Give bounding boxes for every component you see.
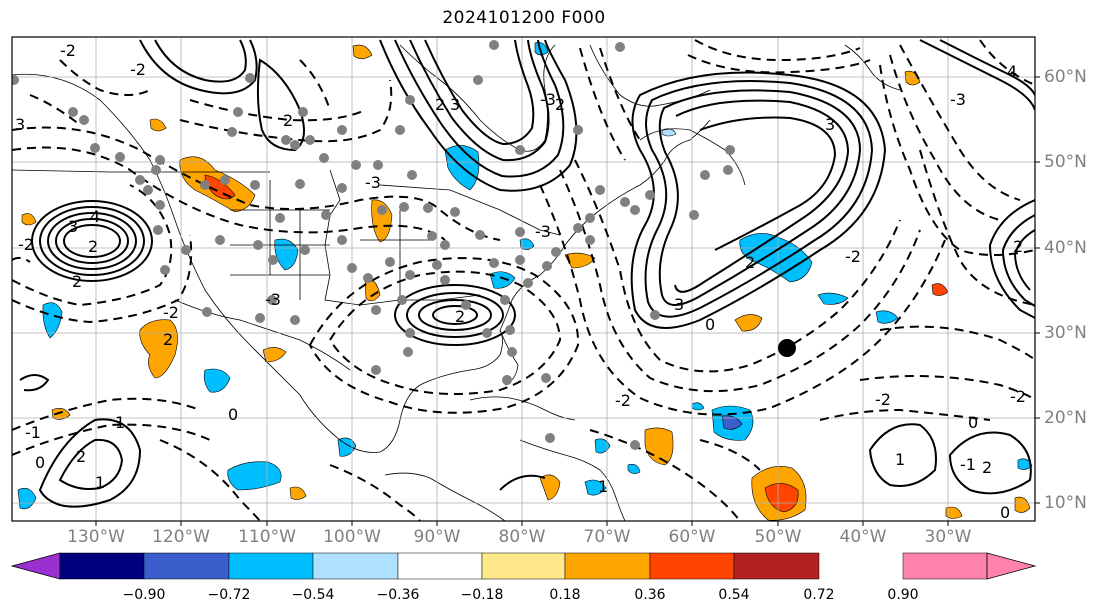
svg-text:2: 2 [435,95,445,114]
colorbar-segment [902,552,988,580]
svg-text:2: 2 [555,95,565,114]
map-title: 2024101200 F000 [442,8,606,28]
colorbar-tick: −0.72 [207,587,251,603]
colorbar-tick: 0.90 [887,587,919,603]
svg-text:2: 2 [283,111,293,130]
svg-text:3: 3 [450,95,460,114]
colorbar-tick: 0.54 [718,587,750,603]
colorbar-tick: −0.18 [460,587,504,603]
svg-text:-2: -2 [18,235,34,254]
black-marker [778,339,796,357]
svg-text:1: 1 [115,413,125,432]
svg-text:2: 2 [163,330,173,349]
colorbar-tick: −0.90 [122,587,166,603]
lat-label: 10°N [1044,493,1087,513]
svg-text:-3: -3 [365,173,381,192]
svg-text:-3: -3 [535,222,551,241]
colorbar-segment [312,552,399,580]
lon-label: 120°W [152,527,210,547]
contour-labels: 2 3 4 2 3 2 4 -2 3 2 -3 -2 -3 2 3 2 -2 2… [15,41,1026,522]
svg-text:2: 2 [76,447,86,466]
lon-label: 80°W [498,527,546,547]
lat-label: 20°N [1044,408,1087,428]
colorbar-tick: 0.36 [634,587,666,603]
svg-text:0: 0 [968,413,978,432]
svg-text:3: 3 [68,217,78,236]
negative-anomaly-patches [17,42,1033,510]
lat-label: 50°N [1044,152,1087,172]
svg-text:2: 2 [88,237,98,256]
colorbar-tick: −0.54 [291,587,335,603]
colorbar-segment [10,552,61,580]
axis-ticks [95,76,1040,526]
svg-text:2: 2 [1013,237,1023,256]
colorbar-tick: −0.36 [376,587,420,603]
svg-text:4: 4 [90,207,100,226]
svg-text:-3: -3 [265,290,281,309]
colorbar-tick: 0.18 [549,587,581,603]
svg-text:1: 1 [895,450,905,469]
colorbar-segment [733,552,820,580]
svg-text:1: 1 [95,473,105,492]
svg-text:-1: -1 [25,423,41,442]
colorbar-segment [228,552,314,580]
svg-text:0: 0 [705,315,715,334]
svg-text:-1: -1 [960,455,976,474]
colorbar-segment [59,552,145,580]
svg-text:3: 3 [15,115,25,134]
svg-text:4: 4 [1007,62,1017,81]
colorbar [10,552,1037,580]
svg-text:3: 3 [674,295,684,314]
lon-label: 40°W [839,527,887,547]
svg-text:-3: -3 [540,90,556,109]
colorbar-segment [397,552,483,580]
svg-text:2: 2 [455,307,465,326]
svg-text:2: 2 [72,272,82,291]
gray-markers [12,40,735,450]
svg-text:3: 3 [825,115,835,134]
svg-text:0: 0 [1000,503,1010,522]
solid-contours [19,39,1035,508]
positive-anomaly-patches [21,44,1031,521]
svg-text:-2: -2 [60,41,76,60]
colorbar-segment [143,552,230,580]
gridlines [12,37,1035,521]
lon-label: 60°W [668,527,716,547]
svg-text:-2: -2 [130,60,146,79]
colorbar-segment [564,552,651,580]
svg-text:-3: -3 [950,90,966,109]
lon-label: 100°W [323,527,381,547]
map-frame [11,36,1036,522]
svg-text:1: 1 [598,477,608,496]
colorbar-segment [986,552,1037,580]
lon-label: 110°W [238,527,296,547]
svg-text:2: 2 [982,458,992,477]
svg-text:0: 0 [228,405,238,424]
lon-label: 50°W [754,527,802,547]
colorbar-segment [649,552,735,580]
lon-label: 130°W [67,527,125,547]
svg-text:-2: -2 [615,391,631,410]
svg-text:0: 0 [35,453,45,472]
lon-label: 70°W [583,527,631,547]
svg-text:-2: -2 [875,390,891,409]
lat-label: 40°N [1044,238,1087,258]
lon-label: 30°W [924,527,972,547]
svg-text:-2: -2 [1010,387,1026,406]
colorbar-segment [481,552,566,580]
svg-text:-2: -2 [163,303,179,322]
lat-label: 60°N [1044,67,1087,87]
svg-text:2: 2 [745,253,755,272]
colorbar-tick: 0.72 [803,587,835,603]
lon-label: 90°W [413,527,461,547]
lat-label: 30°N [1044,323,1087,343]
svg-text:-2: -2 [845,247,861,266]
